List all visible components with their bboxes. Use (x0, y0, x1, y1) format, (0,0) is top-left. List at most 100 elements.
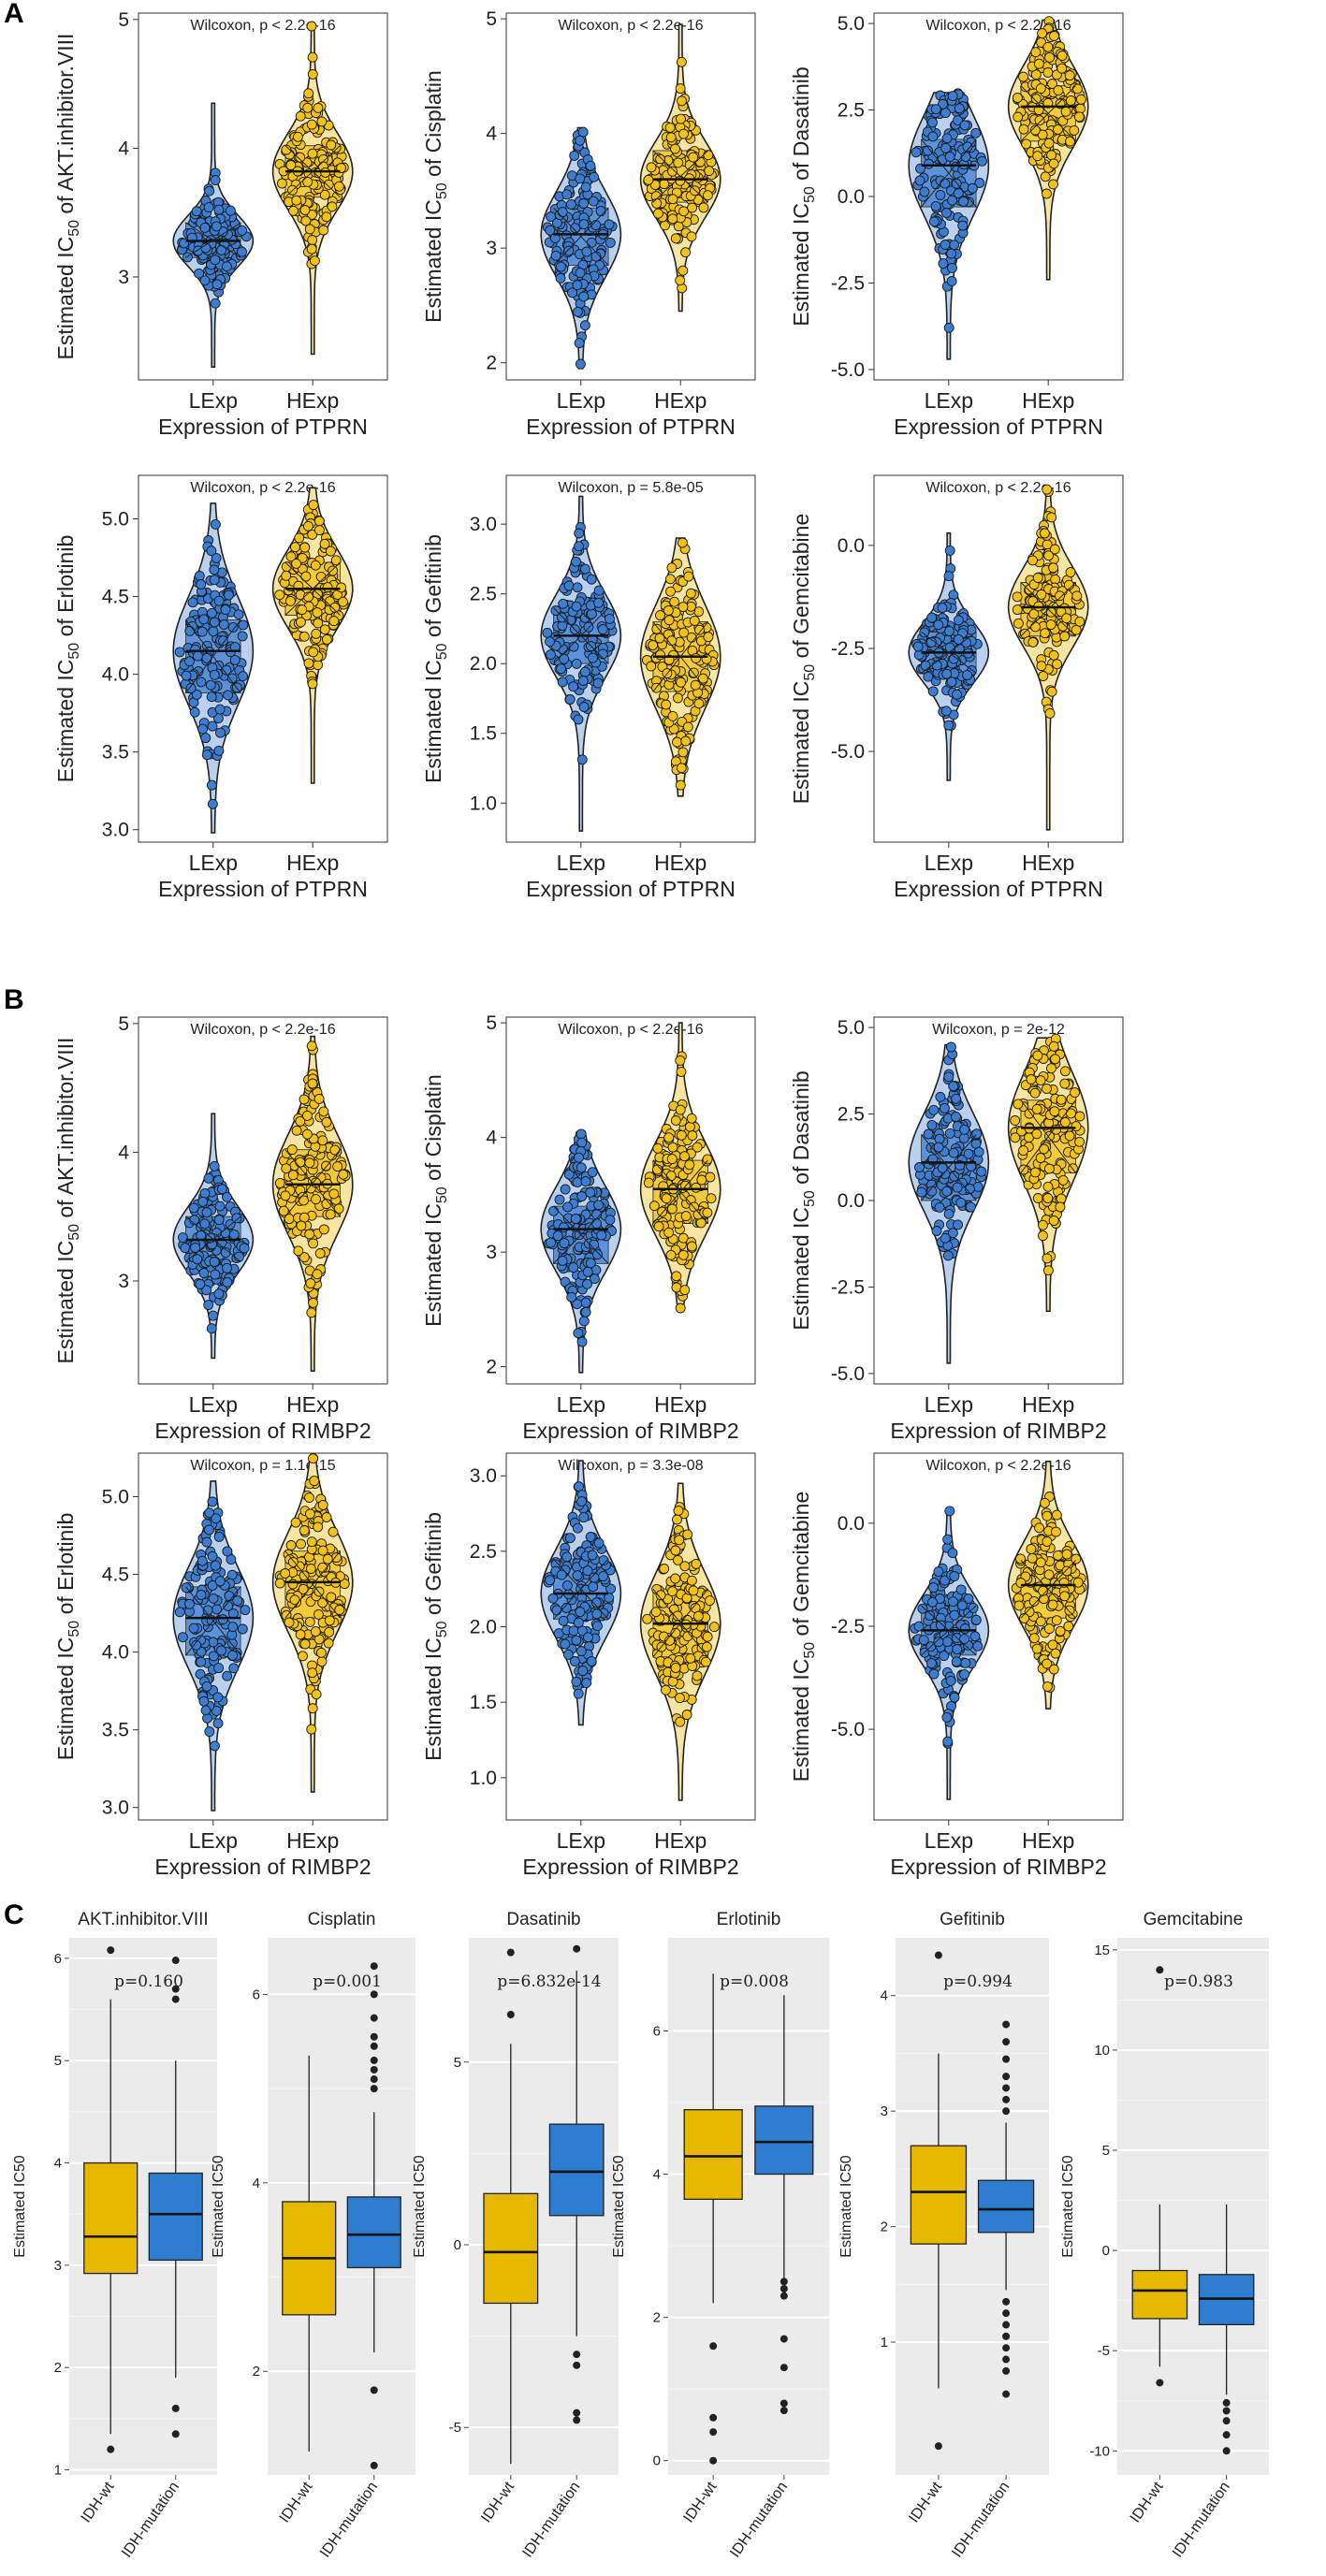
data-point (667, 1586, 678, 1597)
data-point (1046, 686, 1057, 697)
outlier-point (107, 2445, 115, 2453)
outlier-point (370, 2056, 378, 2064)
x-tick-label: HExp (654, 851, 707, 875)
data-point (328, 1526, 339, 1537)
data-point (223, 589, 234, 601)
data-point (1043, 550, 1055, 561)
data-point (681, 1710, 692, 1720)
box-idh-mutation (148, 2172, 203, 2262)
data-point (209, 575, 220, 586)
data-point (299, 1195, 309, 1206)
data-point (1055, 590, 1065, 602)
data-point (578, 219, 590, 230)
data-point (1027, 636, 1039, 648)
y-axis-label-subscript: 50 (802, 186, 818, 203)
data-point (1032, 1193, 1043, 1203)
data-point (547, 1593, 559, 1604)
data-point (1064, 70, 1075, 81)
data-point (551, 1605, 562, 1616)
data-point (1074, 616, 1086, 627)
data-point (194, 571, 205, 581)
data-point (598, 1571, 608, 1582)
data-point (674, 1535, 685, 1546)
data-point (648, 1201, 660, 1212)
data-point (686, 1575, 697, 1586)
data-point (306, 243, 317, 255)
data-point (926, 612, 938, 623)
data-point (700, 1656, 711, 1667)
data-point (943, 1208, 954, 1219)
data-point (220, 604, 231, 616)
data-point (933, 1566, 944, 1578)
data-point (682, 1529, 693, 1540)
y-axis-label-prefix: Estimated IC (421, 199, 445, 323)
data-point (1042, 1265, 1054, 1276)
data-point (192, 1254, 203, 1265)
x-tick-label: HExp (654, 1392, 707, 1417)
data-point (329, 1144, 341, 1156)
data-point (1040, 1497, 1050, 1508)
data-point (582, 1278, 592, 1289)
data-point (328, 565, 339, 576)
data-point (1051, 1615, 1062, 1626)
data-point (211, 279, 223, 290)
x-tick-label: LExp (925, 851, 973, 875)
data-point (667, 166, 678, 177)
data-point (308, 500, 319, 511)
data-point (592, 677, 604, 689)
y-tick-label: 5 (1102, 2143, 1110, 2159)
y-tick-label: 6 (653, 2023, 661, 2039)
data-point (969, 1631, 981, 1642)
data-point (667, 194, 678, 205)
outlier-point (370, 2461, 378, 2469)
data-point (565, 198, 576, 210)
outlier-point (1156, 2379, 1164, 2387)
data-point (1048, 1041, 1059, 1052)
data-point (274, 1177, 285, 1188)
data-point (933, 619, 944, 631)
data-point (930, 200, 941, 211)
data-point (188, 1202, 199, 1214)
y-tick-label: -5 (449, 2420, 461, 2436)
data-point (572, 280, 583, 291)
data-point (577, 126, 589, 138)
data-point (581, 1678, 592, 1688)
data-point (1044, 51, 1056, 63)
data-point (237, 246, 247, 257)
data-point (661, 1193, 672, 1204)
data-point (958, 196, 969, 207)
y-axis-label: Estimated IC50 of Cisplatin (421, 1074, 450, 1327)
data-point (940, 706, 952, 717)
data-point (545, 1575, 556, 1586)
x-tick-label: IDH-wt (478, 2479, 517, 2525)
data-point (1010, 1115, 1021, 1126)
data-point (332, 1161, 343, 1172)
data-point (703, 150, 714, 161)
outlier-point (780, 2364, 788, 2372)
data-point (917, 1603, 928, 1614)
x-axis-label: Expression of RIMBP2 (522, 1855, 738, 1879)
data-point (207, 720, 218, 732)
y-tick-label: 2 (486, 1357, 497, 1378)
data-point (560, 1638, 571, 1650)
data-point (945, 1041, 956, 1053)
data-point (204, 1726, 215, 1738)
y-axis-label-subscript: 50 (434, 1621, 450, 1637)
x-tick-label: LExp (557, 388, 605, 413)
data-point (290, 542, 300, 553)
data-point (941, 1711, 953, 1723)
data-point (545, 225, 556, 236)
outlier-point (1156, 1966, 1164, 1974)
data-point (295, 1629, 306, 1640)
data-point (579, 666, 590, 677)
data-point (675, 1303, 686, 1314)
y-axis-label-prefix: Estimated IC (53, 1241, 78, 1364)
data-point (578, 1512, 590, 1523)
x-tick-label: LExp (189, 1828, 238, 1853)
data-point (195, 1278, 206, 1289)
data-point (675, 275, 686, 286)
data-point (201, 1536, 212, 1548)
box-idh-wt (483, 2192, 539, 2305)
x-tick-label: LExp (925, 1392, 973, 1417)
